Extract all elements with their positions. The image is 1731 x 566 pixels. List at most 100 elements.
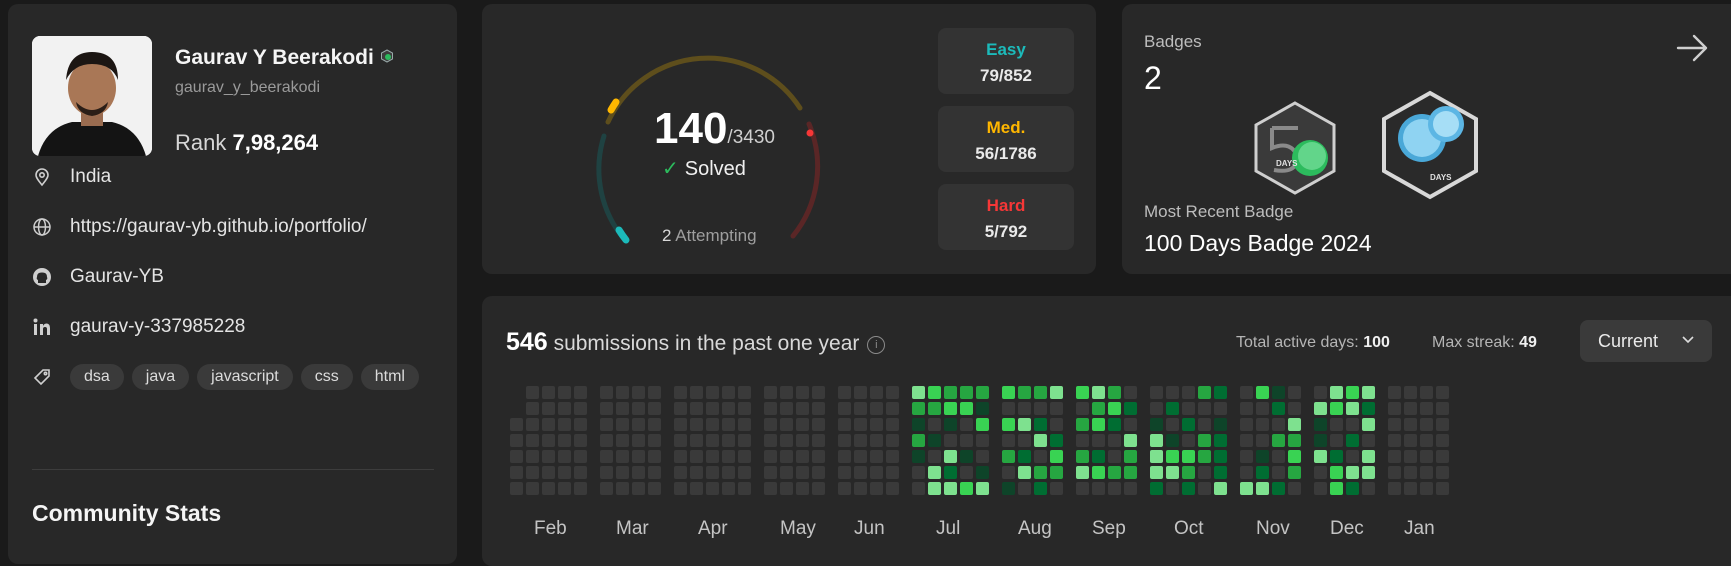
heatmap-cell[interactable]: [1034, 402, 1047, 415]
heatmap-cell[interactable]: [1288, 402, 1301, 415]
heatmap-cell[interactable]: [1092, 450, 1105, 463]
heatmap-cell[interactable]: [1108, 418, 1121, 431]
heatmap-cell[interactable]: [1108, 386, 1121, 399]
hard-stat[interactable]: Hard 5/792: [938, 184, 1074, 250]
heatmap-cell[interactable]: [1420, 466, 1433, 479]
heatmap-cell[interactable]: [1108, 482, 1121, 495]
heatmap-cell[interactable]: [1404, 434, 1417, 447]
heatmap-cell[interactable]: [558, 386, 571, 399]
heatmap-cell[interactable]: [1214, 450, 1227, 463]
heatmap-cell[interactable]: [1214, 402, 1227, 415]
heatmap-cell[interactable]: [944, 434, 957, 447]
heatmap-cell[interactable]: [1346, 450, 1359, 463]
heatmap-cell[interactable]: [764, 434, 777, 447]
heatmap-cell[interactable]: [558, 482, 571, 495]
heatmap-cell[interactable]: [1388, 466, 1401, 479]
heatmap-cell[interactable]: [1346, 482, 1359, 495]
heatmap-cell[interactable]: [780, 466, 793, 479]
heatmap-cell[interactable]: [674, 386, 687, 399]
heatmap-cell[interactable]: [1166, 466, 1179, 479]
heatmap-cell[interactable]: [1034, 450, 1047, 463]
heatmap-cell[interactable]: [526, 402, 539, 415]
heatmap-cell[interactable]: [706, 482, 719, 495]
heatmap-cell[interactable]: [1108, 434, 1121, 447]
heatmap-cell[interactable]: [1018, 402, 1031, 415]
arrow-right-icon[interactable]: [1676, 34, 1710, 62]
heatmap-cell[interactable]: [812, 402, 825, 415]
heatmap-cell[interactable]: [1214, 434, 1227, 447]
heatmap-cell[interactable]: [738, 386, 751, 399]
heatmap-cell[interactable]: [648, 418, 661, 431]
heatmap-cell[interactable]: [574, 466, 587, 479]
skill-tag[interactable]: html: [360, 364, 419, 390]
heatmap-cell[interactable]: [1330, 434, 1343, 447]
heatmap-cell[interactable]: [1150, 402, 1163, 415]
heatmap-cell[interactable]: [886, 466, 899, 479]
heatmap-cell[interactable]: [1124, 386, 1137, 399]
heatmap-cell[interactable]: [1034, 386, 1047, 399]
heatmap-cell[interactable]: [812, 386, 825, 399]
heatmap-cell[interactable]: [1436, 402, 1449, 415]
heatmap-cell[interactable]: [1198, 418, 1211, 431]
heatmap-cell[interactable]: [1182, 450, 1195, 463]
heatmap-cell[interactable]: [976, 434, 989, 447]
heatmap-cell[interactable]: [1018, 434, 1031, 447]
heatmap-cell[interactable]: [1362, 466, 1375, 479]
heatmap-cell[interactable]: [764, 418, 777, 431]
heatmap-cell[interactable]: [632, 386, 645, 399]
heatmap-cell[interactable]: [1092, 434, 1105, 447]
heatmap-cell[interactable]: [764, 450, 777, 463]
heatmap-cell[interactable]: [870, 386, 883, 399]
heatmap-cell[interactable]: [1150, 466, 1163, 479]
heatmap-cell[interactable]: [1388, 402, 1401, 415]
heatmap-cell[interactable]: [854, 466, 867, 479]
heatmap-cell[interactable]: [1436, 482, 1449, 495]
heatmap-cell[interactable]: [1076, 466, 1089, 479]
heatmap-cell[interactable]: [928, 434, 941, 447]
heatmap-cell[interactable]: [648, 402, 661, 415]
heatmap-cell[interactable]: [976, 402, 989, 415]
heatmap-cell[interactable]: [1314, 434, 1327, 447]
heatmap-cell[interactable]: [1314, 482, 1327, 495]
heatmap-cell[interactable]: [960, 450, 973, 463]
heatmap-cell[interactable]: [886, 450, 899, 463]
heatmap-cell[interactable]: [1388, 386, 1401, 399]
avatar[interactable]: [32, 36, 152, 156]
heatmap-cell[interactable]: [1214, 482, 1227, 495]
heatmap-cell[interactable]: [632, 450, 645, 463]
heatmap-cell[interactable]: [1330, 482, 1343, 495]
heatmap-cell[interactable]: [542, 418, 555, 431]
heatmap-cell[interactable]: [1198, 482, 1211, 495]
heatmap-cell[interactable]: [1288, 482, 1301, 495]
heatmap-cell[interactable]: [600, 482, 613, 495]
heatmap-cell[interactable]: [1182, 466, 1195, 479]
heatmap-cell[interactable]: [796, 434, 809, 447]
heatmap-cell[interactable]: [616, 482, 629, 495]
year-select[interactable]: Current: [1580, 320, 1712, 362]
heatmap-cell[interactable]: [838, 434, 851, 447]
heatmap-cell[interactable]: [1388, 482, 1401, 495]
heatmap-cell[interactable]: [1314, 450, 1327, 463]
heatmap-cell[interactable]: [616, 402, 629, 415]
heatmap-cell[interactable]: [1018, 386, 1031, 399]
heatmap-cell[interactable]: [1240, 418, 1253, 431]
heatmap-cell[interactable]: [870, 418, 883, 431]
heatmap-cell[interactable]: [526, 418, 539, 431]
heatmap-cell[interactable]: [1018, 418, 1031, 431]
heatmap-cell[interactable]: [1314, 402, 1327, 415]
heatmap-cell[interactable]: [960, 386, 973, 399]
heatmap-cell[interactable]: [928, 466, 941, 479]
heatmap-cell[interactable]: [1034, 434, 1047, 447]
heatmap-cell[interactable]: [674, 434, 687, 447]
heatmap-cell[interactable]: [854, 434, 867, 447]
heatmap-cell[interactable]: [1050, 466, 1063, 479]
heatmap-cell[interactable]: [886, 434, 899, 447]
heatmap-cell[interactable]: [510, 482, 523, 495]
heatmap-cell[interactable]: [796, 402, 809, 415]
heatmap-cell[interactable]: [1050, 418, 1063, 431]
heatmap-cell[interactable]: [526, 450, 539, 463]
skill-tag[interactable]: dsa: [70, 364, 124, 390]
heatmap-cell[interactable]: [944, 402, 957, 415]
heatmap-cell[interactable]: [1002, 482, 1015, 495]
heatmap-cell[interactable]: [944, 450, 957, 463]
